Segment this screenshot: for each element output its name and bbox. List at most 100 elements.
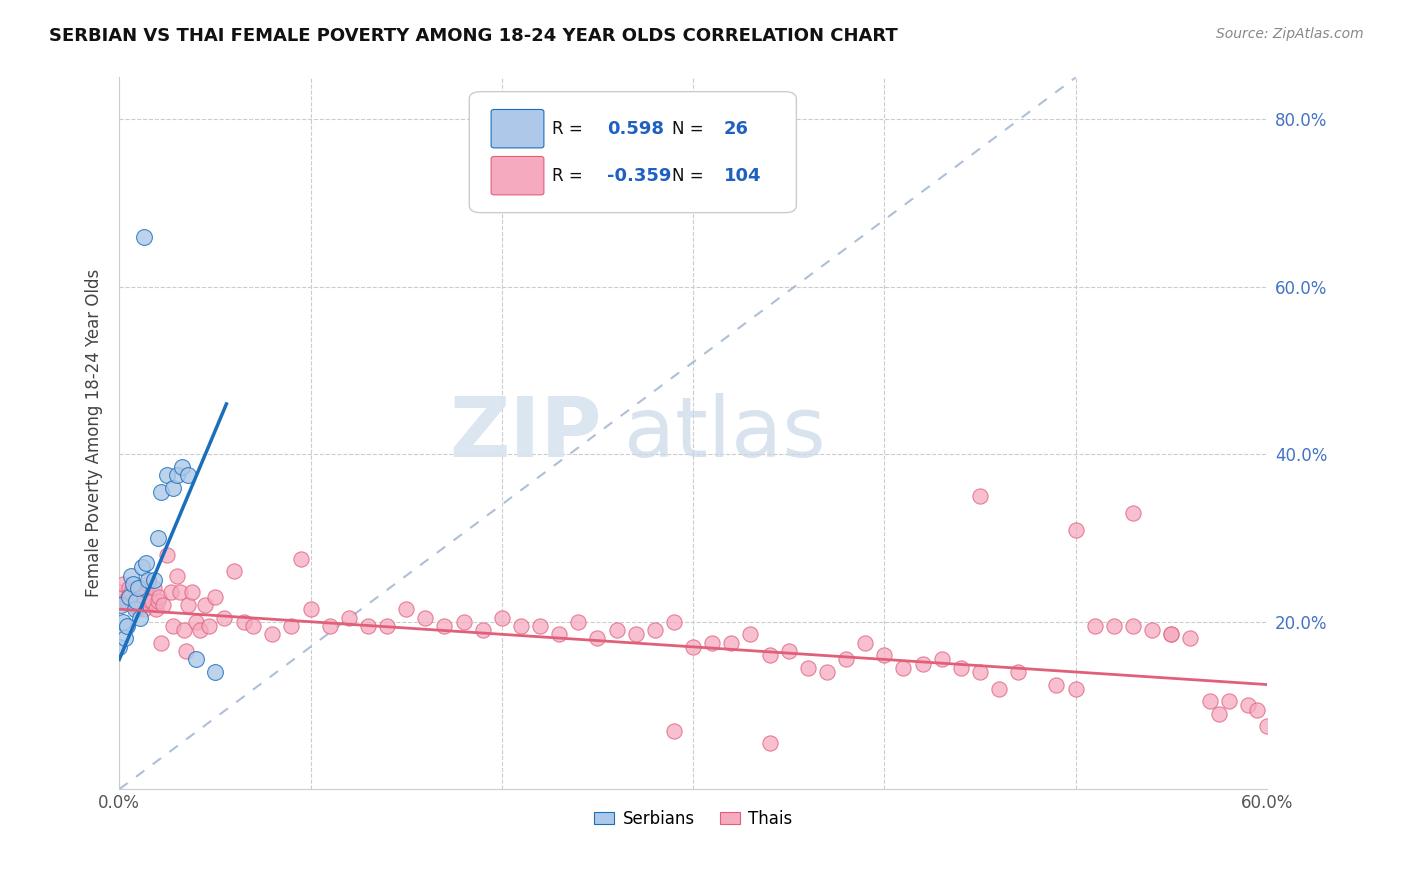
Text: N =: N =: [672, 120, 709, 137]
Point: [129, 590, 152, 604]
Point: [624, 627, 647, 641]
Point: [797, 661, 820, 675]
Point: [134, 229, 156, 244]
Point: [110, 590, 132, 604]
Point: [124, 581, 146, 595]
Point: [969, 665, 991, 679]
Point: [114, 594, 136, 608]
Point: [1180, 632, 1202, 646]
Point: [758, 648, 780, 663]
Point: [118, 581, 141, 595]
Point: [413, 610, 436, 624]
Point: [529, 619, 551, 633]
Point: [1064, 681, 1087, 696]
Y-axis label: Female Poverty Among 18-24 Year Olds: Female Poverty Among 18-24 Year Olds: [86, 269, 103, 598]
Point: [142, 573, 165, 587]
Point: [139, 594, 162, 608]
Point: [145, 602, 167, 616]
Point: [644, 623, 666, 637]
Point: [893, 661, 915, 675]
Point: [127, 581, 149, 595]
Point: [778, 644, 800, 658]
Point: [222, 565, 245, 579]
Point: [141, 594, 163, 608]
Point: [1064, 523, 1087, 537]
Point: [121, 598, 143, 612]
Point: [114, 632, 136, 646]
Point: [548, 627, 571, 641]
Text: N =: N =: [672, 167, 709, 185]
Point: [567, 615, 589, 629]
Point: [131, 560, 153, 574]
Text: 0.598: 0.598: [607, 120, 664, 137]
Point: [136, 577, 159, 591]
Point: [931, 652, 953, 666]
Point: [702, 635, 724, 649]
Point: [911, 657, 934, 671]
Point: [949, 661, 972, 675]
Point: [146, 531, 169, 545]
Point: [204, 590, 226, 604]
Point: [337, 610, 360, 624]
FancyBboxPatch shape: [470, 92, 796, 212]
Point: [395, 602, 418, 616]
Point: [214, 610, 236, 624]
Point: [120, 585, 142, 599]
Point: [118, 590, 141, 604]
Point: [135, 581, 157, 595]
Point: [110, 598, 132, 612]
Point: [112, 615, 135, 629]
Text: R =: R =: [553, 120, 588, 137]
Point: [1045, 677, 1067, 691]
Point: [124, 602, 146, 616]
FancyBboxPatch shape: [491, 110, 544, 148]
Point: [162, 481, 184, 495]
Point: [115, 594, 138, 608]
Point: [184, 652, 207, 666]
Point: [720, 635, 742, 649]
Point: [1007, 665, 1029, 679]
Point: [198, 619, 221, 633]
Point: [232, 615, 254, 629]
Point: [135, 556, 157, 570]
Text: 26: 26: [724, 120, 749, 137]
Point: [136, 573, 159, 587]
Point: [160, 585, 183, 599]
Point: [125, 594, 148, 608]
Point: [662, 723, 685, 738]
Point: [148, 590, 170, 604]
Point: [606, 623, 628, 637]
Point: [510, 619, 533, 633]
Point: [146, 594, 169, 608]
Point: [1122, 506, 1144, 520]
Point: [471, 623, 494, 637]
Point: [1160, 627, 1182, 641]
Point: [169, 585, 191, 599]
Point: [1208, 706, 1230, 721]
Point: [112, 577, 135, 591]
Point: [129, 610, 152, 624]
Point: [152, 598, 174, 612]
Point: [740, 627, 762, 641]
Text: R =: R =: [553, 167, 588, 185]
Point: [108, 585, 131, 599]
Point: [188, 623, 211, 637]
Point: [262, 627, 284, 641]
Point: [150, 635, 173, 649]
Point: [988, 681, 1011, 696]
Point: [1140, 623, 1163, 637]
Point: [491, 610, 513, 624]
Point: [357, 619, 380, 633]
Point: [173, 623, 195, 637]
Point: [156, 468, 179, 483]
Point: [375, 619, 398, 633]
Point: [127, 581, 149, 595]
Point: [1122, 619, 1144, 633]
Point: [121, 577, 143, 591]
Point: [115, 619, 138, 633]
Point: [835, 652, 858, 666]
Point: [177, 598, 200, 612]
Point: [120, 568, 142, 582]
Point: [1236, 698, 1258, 713]
Point: [280, 619, 302, 633]
